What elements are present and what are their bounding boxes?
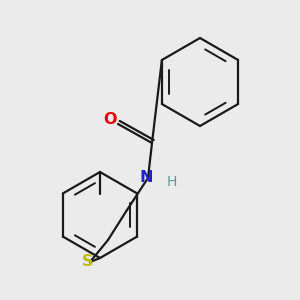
- Text: S: S: [82, 254, 94, 269]
- Text: N: N: [139, 170, 153, 185]
- Text: O: O: [103, 112, 117, 128]
- Text: H: H: [167, 175, 177, 189]
